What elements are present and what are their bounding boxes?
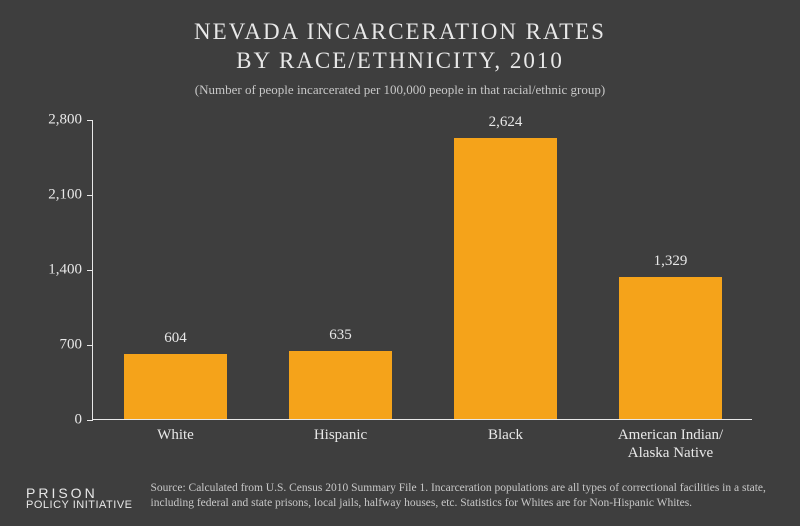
y-tick-mark xyxy=(87,120,93,121)
bar-value-label: 1,329 xyxy=(619,253,721,270)
source-text: Source: Calculated from U.S. Census 2010… xyxy=(151,481,774,512)
x-category-label: Hispanic xyxy=(258,426,423,444)
chart-area: 07001,4002,1002,800604White635Hispanic2,… xyxy=(92,120,752,420)
bar: 1,329 xyxy=(619,277,721,419)
logo-line-2: POLICY INITIATIVE xyxy=(26,500,133,512)
x-category-label: White xyxy=(93,426,258,444)
y-tick-label: 700 xyxy=(22,337,82,354)
bar-value-label: 2,624 xyxy=(454,114,556,131)
chart-container: NEVADA INCARCERATION RATES BY RACE/ETHNI… xyxy=(0,0,800,526)
footer: PRISON POLICY INITIATIVE Source: Calcula… xyxy=(26,481,774,512)
title-line-1: NEVADA INCARCERATION RATES xyxy=(194,19,606,44)
chart-subtitle: (Number of people incarcerated per 100,0… xyxy=(0,82,800,98)
x-category-label: Black xyxy=(423,426,588,444)
title-line-2: BY RACE/ETHNICITY, 2010 xyxy=(236,48,564,73)
y-tick-mark xyxy=(87,345,93,346)
y-tick-label: 2,800 xyxy=(22,112,82,129)
bar: 2,624 xyxy=(454,138,556,419)
y-tick-mark xyxy=(87,420,93,421)
y-tick-label: 1,400 xyxy=(22,262,82,279)
bar-value-label: 604 xyxy=(124,330,226,347)
bar: 604 xyxy=(124,354,226,419)
x-category-label: American Indian/Alaska Native xyxy=(588,426,753,462)
bar: 635 xyxy=(289,351,391,419)
logo-line-1: PRISON xyxy=(26,486,133,501)
y-tick-mark xyxy=(87,195,93,196)
y-tick-label: 2,100 xyxy=(22,187,82,204)
logo-prison-policy: PRISON POLICY INITIATIVE xyxy=(26,486,133,512)
y-tick-label: 0 xyxy=(22,412,82,429)
y-tick-mark xyxy=(87,270,93,271)
chart-title: NEVADA INCARCERATION RATES BY RACE/ETHNI… xyxy=(0,0,800,76)
bar-value-label: 635 xyxy=(289,327,391,344)
plot-region: 07001,4002,1002,800604White635Hispanic2,… xyxy=(92,120,752,420)
